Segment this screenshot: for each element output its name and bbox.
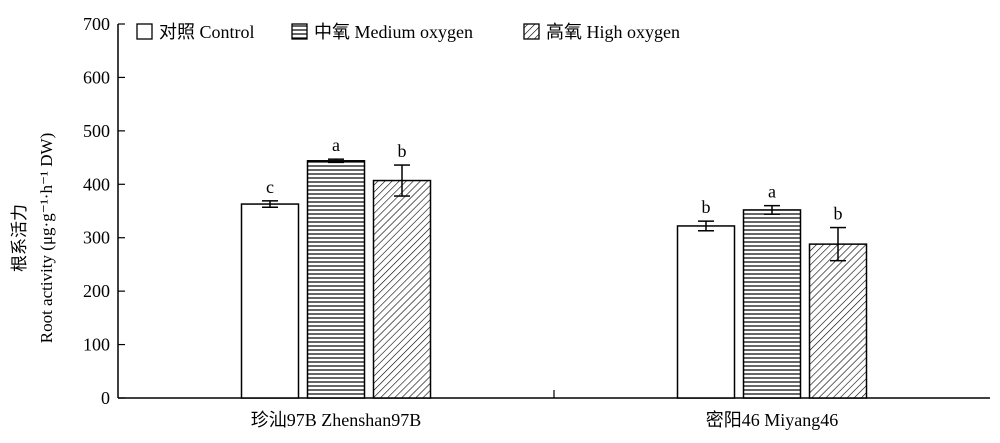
x-tick-label: 珍汕97B Zhenshan97B [251,410,422,430]
y-tick-label: 100 [83,335,110,355]
legend-label: 对照 Control [159,22,255,42]
bars: c a b b a b [240,135,868,399]
legend-swatch [291,23,308,40]
significance-letter: b [398,141,407,161]
y-tick-label: 400 [83,174,110,194]
legend-swatch [523,23,540,40]
legend: 对照 Control 中氧 Medium oxygen 高氧 High oxygen [136,22,680,42]
y-tick-label: 0 [101,388,110,408]
bar [372,179,432,399]
y-tick-label: 600 [83,67,110,87]
legend-label: 高氧 High oxygen [546,22,680,42]
bar [742,209,802,399]
legend-label: 中氧 Medium oxygen [314,22,473,42]
x-tick-label: 密阳46 Miyang46 [706,410,839,430]
y-axis-title-line-2: Root activity (μg·g⁻¹·h⁻¹ DW) [37,133,56,344]
significance-letter: b [702,197,711,217]
y-tick-label: 300 [83,228,110,248]
significance-letter: b [834,204,843,224]
bar [808,243,868,399]
bar [306,160,366,399]
significance-letter: a [332,135,340,155]
y-axis-title: 根系活力 Root activity (μg·g⁻¹·h⁻¹ DW) [10,133,56,344]
bar [676,225,736,399]
significance-letter: c [266,177,274,197]
y-axis-title-line-1: 根系活力 [10,204,29,272]
y-tick-label: 500 [83,121,110,141]
significance-letter: a [768,182,776,202]
legend-swatch [136,23,153,40]
y-ticks: 0 100 200 300 400 500 600 700 [83,14,125,408]
y-tick-label: 200 [83,281,110,301]
y-tick-label: 700 [83,14,110,34]
bar [240,203,300,399]
x-tick-labels: 珍汕97B Zhenshan97B 密阳46 Miyang46 [251,410,839,430]
